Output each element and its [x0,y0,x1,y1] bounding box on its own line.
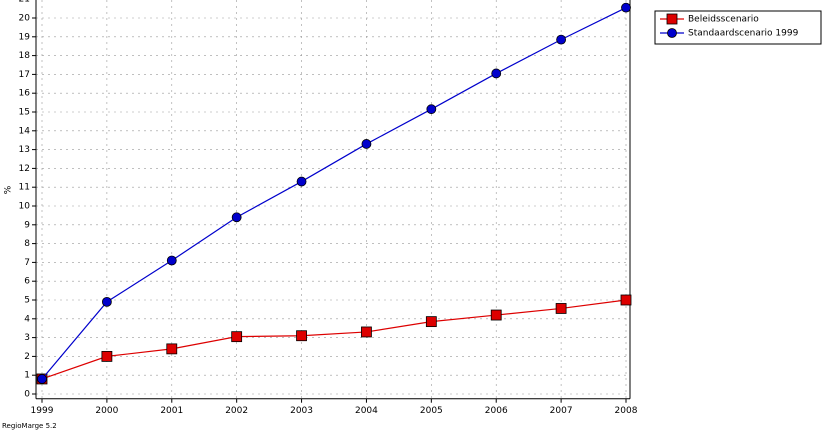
data-point [296,330,307,342]
data-point [425,316,437,328]
y-tick-label: 11 [19,183,30,193]
y-tick-label: 9 [24,220,30,230]
footer: RegioMarge 5.2 [2,422,57,430]
data-point [555,303,567,314]
y-tick-label: 3 [24,333,30,343]
data-point [101,350,113,362]
data-point [621,2,631,13]
y-tick-label: 14 [19,126,31,136]
x-tick-label: 2002 [225,406,248,416]
y-tick-label: 19 [19,32,31,42]
y-axis-label: % [4,185,14,194]
x-tick-label: 2003 [290,406,313,416]
data-point [231,331,243,343]
data-point [490,309,502,321]
data-point [361,326,372,338]
y-tick-label: 0 [24,390,30,400]
y-tick-label: 6 [24,277,30,287]
y-tick-label: 7 [24,258,30,268]
y-tick-label: 21 [19,0,30,5]
y-tick-label: 8 [24,239,30,249]
data-point [361,139,372,149]
data-point [556,34,567,45]
y-tick-label: 15 [19,108,30,118]
x-tick-label: 2007 [550,406,573,416]
x-tick-label: 2005 [420,406,443,416]
legend-label: Beleidsscenario [688,15,759,25]
data-point [491,68,502,79]
data-point [231,212,242,223]
y-tick-label: 18 [19,51,31,61]
data-point [296,176,307,187]
y-tick-label: 20 [19,14,31,24]
data-point [166,343,178,355]
data-point [620,294,632,306]
x-tick-label: 2000 [95,406,118,416]
y-tick-label: 4 [24,314,30,324]
x-tick-label: 2008 [615,406,638,416]
data-point [37,374,47,384]
y-tick-label: 16 [19,89,31,99]
x-tick-label: 2004 [355,406,378,416]
x-tick-label: 1999 [31,406,54,416]
y-tick-label: 2 [24,352,30,362]
y-tick-label: 5 [24,296,30,306]
data-point [166,255,177,266]
legend-label: Standaardscenario 1999 [688,29,799,39]
x-tick-label: 2006 [485,406,508,416]
y-tick-label: 10 [19,202,31,212]
data-point [101,296,112,307]
y-tick-label: 17 [19,70,30,80]
series-line [41,7,627,380]
y-tick-label: 13 [19,145,30,155]
legend-box [654,10,822,45]
series-line [41,299,627,380]
data-point [667,28,677,38]
data-point [426,104,437,115]
y-tick-label: 1 [24,371,30,381]
y-tick-label: 12 [19,164,30,174]
data-point [666,13,678,25]
x-tick-label: 2001 [160,406,183,416]
